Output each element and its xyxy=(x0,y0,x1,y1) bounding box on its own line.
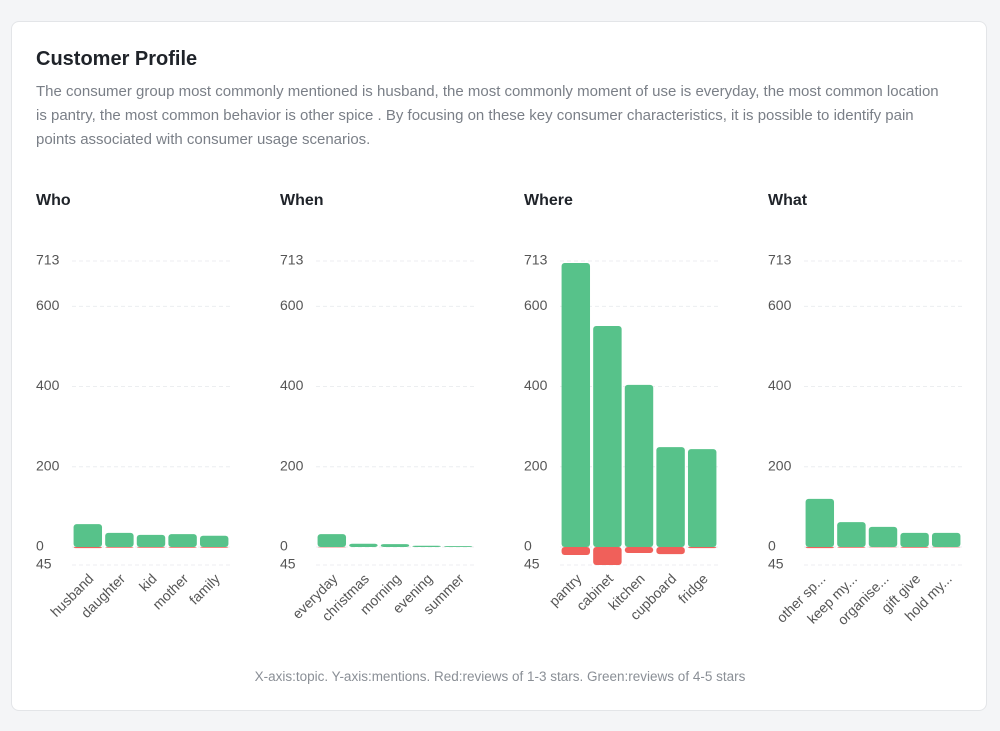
bar xyxy=(199,535,229,547)
y-tick-label: 0 xyxy=(524,538,532,554)
y-tick-label: 0 xyxy=(768,538,776,554)
bar xyxy=(317,534,347,547)
y-tick-label: 713 xyxy=(280,252,304,268)
bar xyxy=(561,546,591,555)
y-tick-label: 45 xyxy=(524,556,540,572)
x-tick-label: mother xyxy=(149,570,191,612)
bar xyxy=(105,546,134,548)
bar xyxy=(349,543,378,547)
bar xyxy=(868,526,898,547)
y-tick-label: 400 xyxy=(524,377,548,393)
bar xyxy=(443,546,473,547)
y-tick-label: 400 xyxy=(280,377,304,393)
chart-title: What xyxy=(768,192,808,209)
bar xyxy=(805,546,835,549)
y-tick-label: 200 xyxy=(524,457,548,473)
bar xyxy=(805,498,835,547)
x-tick-label: fridge xyxy=(675,570,711,606)
bar xyxy=(199,546,229,548)
bar xyxy=(837,546,866,548)
bar xyxy=(656,546,685,555)
y-tick-label: 200 xyxy=(280,457,304,473)
y-tick-label: 400 xyxy=(768,377,792,393)
bar xyxy=(168,546,197,548)
y-tick-label: 713 xyxy=(768,252,792,268)
bar xyxy=(687,546,717,549)
bar xyxy=(900,532,929,547)
y-tick-label: 400 xyxy=(36,377,60,393)
x-tick-label: family xyxy=(186,570,223,607)
chart-title: Who xyxy=(36,192,71,209)
card xyxy=(11,21,987,711)
bar xyxy=(624,384,654,547)
y-tick-label: 0 xyxy=(36,538,44,554)
bar xyxy=(624,546,654,553)
y-tick-label: 600 xyxy=(524,297,548,313)
y-tick-label: 600 xyxy=(280,297,304,313)
bar xyxy=(561,263,591,547)
y-tick-label: 713 xyxy=(524,252,548,268)
chart-title: Where xyxy=(524,192,573,209)
bar xyxy=(931,532,961,547)
card-title: Customer Profile xyxy=(36,48,198,70)
y-tick-label: 713 xyxy=(36,252,60,268)
bar xyxy=(73,546,103,549)
y-tick-label: 600 xyxy=(768,297,792,313)
y-tick-label: 45 xyxy=(36,556,52,572)
footer-note: X-axis:topic. Y-axis:mentions. Red:revie… xyxy=(254,669,746,684)
description: The consumer group most commonly mention… xyxy=(36,83,939,148)
y-tick-label: 200 xyxy=(36,457,60,473)
bar xyxy=(593,546,622,565)
bar xyxy=(380,544,410,547)
bar xyxy=(105,532,134,547)
bar xyxy=(837,522,866,547)
y-tick-label: 45 xyxy=(768,556,784,572)
bar xyxy=(136,546,166,548)
y-tick-label: 45 xyxy=(280,556,296,572)
bar xyxy=(656,447,685,547)
bar xyxy=(593,325,622,547)
y-tick-label: 600 xyxy=(36,297,60,313)
bar xyxy=(73,524,103,547)
y-tick-label: 0 xyxy=(280,538,288,554)
bar xyxy=(900,546,929,548)
bar xyxy=(687,449,717,547)
bar xyxy=(412,545,441,547)
bar xyxy=(136,534,166,547)
y-tick-label: 200 xyxy=(768,457,792,473)
x-tick-label: kid xyxy=(136,570,160,594)
bar xyxy=(168,534,197,547)
chart-title: When xyxy=(280,192,324,209)
